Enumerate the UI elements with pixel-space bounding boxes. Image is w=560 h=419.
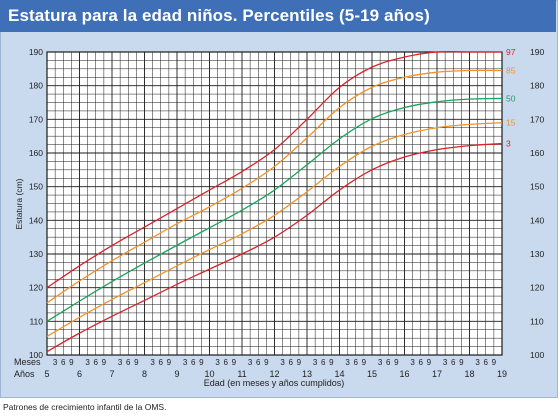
- x-tick-month: 3: [183, 358, 188, 367]
- x-tick-month: 9: [492, 358, 497, 367]
- years-row-label: Años: [14, 369, 35, 379]
- x-tick-month: 3: [248, 358, 253, 367]
- x-tick-month: 9: [69, 358, 74, 367]
- y-tick-right: 140: [530, 215, 544, 225]
- y-tick-left: 140: [29, 215, 43, 225]
- x-axis-label: Edad (en meses y años cumplidos): [204, 378, 345, 388]
- x-tick-year: 15: [367, 369, 377, 379]
- x-tick-month: 3: [378, 358, 383, 367]
- source-note: Patrones de crecimiento infantil de la O…: [3, 402, 167, 412]
- series-layer: 97 85 50 15 3: [46, 47, 516, 353]
- x-tick-year: 13: [302, 369, 312, 379]
- y-tick-right: 100: [530, 350, 544, 360]
- series-label-p15: 15: [506, 118, 516, 128]
- y-tick-left: 120: [29, 283, 43, 293]
- x-tick-month: 3: [313, 358, 318, 367]
- y-tick-left: 170: [29, 114, 43, 124]
- x-tick-month: 6: [451, 358, 456, 367]
- y-tick-right: 150: [530, 182, 544, 192]
- x-tick-month: 9: [362, 358, 367, 367]
- x-tick-month: 6: [126, 358, 131, 367]
- y-tick-right: 120: [530, 283, 544, 293]
- x-tick-year: 18: [464, 369, 474, 379]
- x-tick-year: 7: [109, 369, 114, 379]
- y-tick-right: 190: [530, 47, 544, 57]
- y-tick-right: 180: [530, 81, 544, 91]
- x-tick-month: 3: [150, 358, 155, 367]
- y-tick-left: 190: [29, 47, 43, 57]
- x-tick-month: 6: [224, 358, 229, 367]
- months-row-label: Meses: [14, 357, 41, 367]
- series-label-p85: 85: [506, 66, 516, 76]
- x-tick-month: 9: [297, 358, 302, 367]
- x-tick-month: 6: [61, 358, 66, 367]
- x-tick-month: 9: [199, 358, 204, 367]
- y-tick-right: 160: [530, 148, 544, 158]
- x-tick-month: 3: [410, 358, 415, 367]
- x-tick-year: 14: [334, 369, 344, 379]
- y-tick-left: 110: [29, 316, 43, 326]
- y-tick-left: 180: [29, 81, 43, 91]
- series-line-p15: [46, 122, 503, 338]
- series-line-p85: [46, 69, 503, 304]
- x-tick-month: 9: [232, 358, 237, 367]
- x-tick-month: 6: [256, 358, 261, 367]
- y-axis-label: Estatura (cm): [14, 178, 24, 229]
- y-tick-right: 130: [530, 249, 544, 259]
- x-tick-year: 5: [44, 369, 49, 379]
- x-tick-year: 17: [432, 369, 442, 379]
- y-tick-left: 100: [29, 350, 43, 360]
- chart-title: Estatura para la edad niños. Percentiles…: [8, 6, 430, 25]
- x-tick-month: 6: [191, 358, 196, 367]
- plot-border: [46, 51, 503, 356]
- x-tick-month: 3: [475, 358, 480, 367]
- x-tick-month: 9: [134, 358, 139, 367]
- x-tick-year: 11: [237, 369, 246, 379]
- x-tick-month: 3: [53, 358, 58, 367]
- x-tick-year: 19: [497, 369, 507, 379]
- x-tick-month: 6: [484, 358, 489, 367]
- series-line-p3: [46, 142, 503, 353]
- x-tick-month: 9: [102, 358, 107, 367]
- x-tick-month: 3: [345, 358, 350, 367]
- x-tick-month: 9: [459, 358, 464, 367]
- series-label-p50: 50: [506, 93, 516, 103]
- x-tick-year: 8: [142, 369, 147, 379]
- series-line-p97: [46, 50, 502, 289]
- series-label-p97: 97: [506, 47, 516, 57]
- x-tick-month: 6: [321, 358, 326, 367]
- title-bar: Estatura para la edad niños. Percentiles…: [0, 0, 556, 32]
- x-tick-month: 6: [354, 358, 359, 367]
- series-label-p3: 3: [506, 139, 511, 149]
- series-line-p50: [46, 97, 503, 322]
- x-tick-year: 12: [269, 369, 279, 379]
- y-tick-right: 110: [530, 316, 544, 326]
- x-tick-month: 9: [394, 358, 399, 367]
- y-tick-right: 170: [530, 114, 544, 124]
- y-tick-left: 150: [29, 182, 43, 192]
- x-tick-year: 6: [77, 369, 82, 379]
- x-tick-month: 6: [289, 358, 294, 367]
- x-tick-month: 9: [167, 358, 172, 367]
- x-tick-month: 3: [215, 358, 220, 367]
- x-tick-month: 9: [427, 358, 432, 367]
- x-tick-month: 6: [94, 358, 99, 367]
- x-tick-month: 3: [118, 358, 123, 367]
- x-tick-month: 6: [386, 358, 391, 367]
- x-tick-month: 6: [159, 358, 164, 367]
- ticks-layer: 100 100 110 110 120 120 130 130 140 140 150 150 160 1…: [29, 47, 545, 379]
- y-tick-left: 160: [29, 148, 43, 158]
- x-tick-month: 3: [280, 358, 285, 367]
- x-tick-month: 6: [419, 358, 424, 367]
- x-tick-month: 9: [329, 358, 334, 367]
- x-tick-month: 9: [264, 358, 269, 367]
- x-tick-year: 10: [204, 369, 214, 379]
- x-tick-month: 3: [85, 358, 90, 367]
- x-tick-year: 16: [399, 369, 409, 379]
- x-tick-month: 3: [443, 358, 448, 367]
- y-tick-left: 130: [29, 249, 43, 259]
- x-tick-year: 9: [174, 369, 179, 379]
